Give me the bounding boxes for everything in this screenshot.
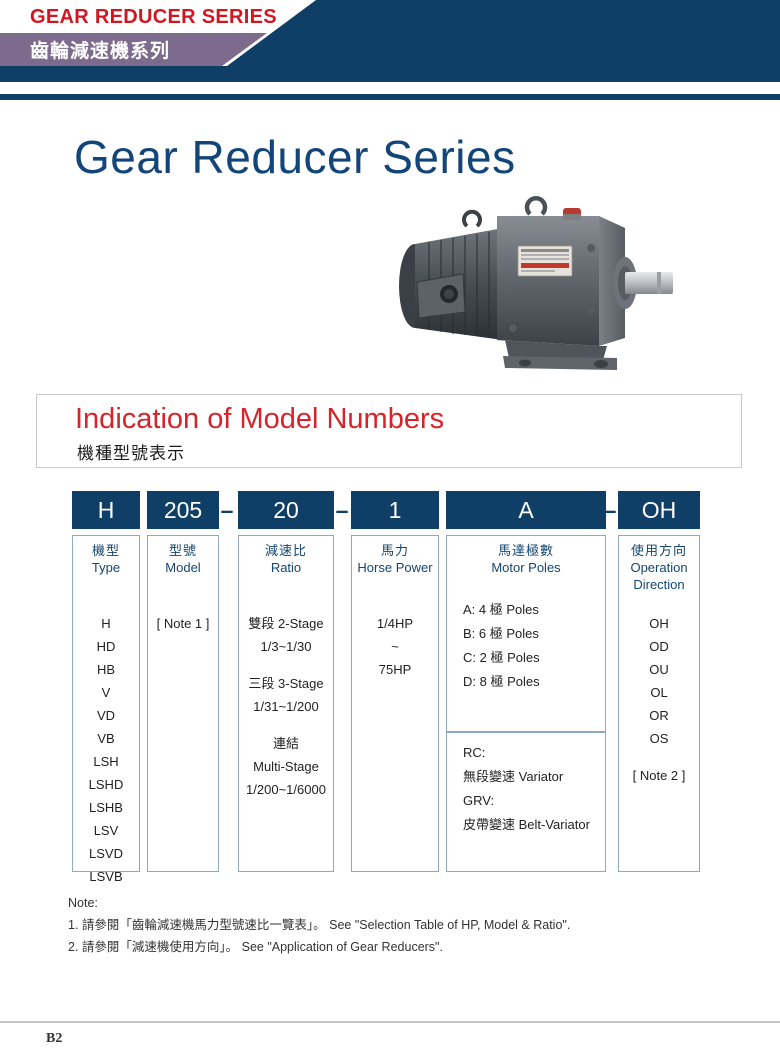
column-header-model-en: Model <box>165 560 201 575</box>
list-item: B: 6 極 Poles <box>463 626 539 641</box>
list-item: Multi-Stage <box>253 759 319 774</box>
list-item: LSVB <box>89 869 123 884</box>
column-header-horse-power-zh: 馬力 <box>380 543 409 558</box>
list-item: 三段 3-Stage <box>248 676 324 691</box>
header-purple-band <box>0 33 267 66</box>
list-item: HD <box>96 639 116 654</box>
column-header-model-zh: 型號 <box>168 543 197 558</box>
note-item-2: 2. 請參閱「減速機使用方向」。 See "Application of Gea… <box>68 940 443 954</box>
column-header-motor-poles-zh: 馬達極數 <box>497 543 554 558</box>
list-item: H <box>101 616 111 631</box>
list-item: OS <box>649 731 669 746</box>
header-bottom-rule <box>0 94 780 100</box>
variator-list: RC: 無段變速 Variator GRV: 皮帶變速 Belt-Variato… <box>447 733 605 837</box>
model-code-dash-2: – <box>335 496 349 523</box>
indication-of-model-numbers-box: Indication of Model Numbers 機種型號表示 <box>36 394 742 468</box>
list-item: OL <box>650 685 668 700</box>
spacer <box>239 658 333 672</box>
column-header-operation-direction-en2: Direction <box>633 577 685 592</box>
list-item: A: 4 極 Poles <box>463 602 539 617</box>
column-header-type-zh: 機型 <box>91 543 120 558</box>
spacer <box>239 718 333 732</box>
notes-section: Note: 1. 請參閱「齒輪減速機馬力型號速比一覽表」。 See "Selec… <box>68 892 728 958</box>
list-item: VD <box>96 708 116 723</box>
column-header-operation-direction-en: Operation <box>630 560 688 575</box>
table-column-model: 型號 Model [ Note 1 ] <box>147 535 219 872</box>
table-column-ratio: 減速比 Ratio 雙段 2-Stage 1/3~1/30 三段 3-Stage… <box>238 535 334 872</box>
list-item: 1/200~1/6000 <box>246 782 326 797</box>
page-header: GEAR REDUCER SERIES 齒輪減速機系列 <box>0 0 780 100</box>
note-reference: [ Note 2 ] <box>632 768 686 783</box>
column-body-ratio: 雙段 2-Stage 1/3~1/30 三段 3-Stage 1/31~1/20… <box>239 576 333 801</box>
note-item-1: 1. 請參閱「齒輪減速機馬力型號速比一覽表」。 See "Selection T… <box>68 918 571 932</box>
column-header-operation-direction: 使用方向 Operation Direction <box>619 536 699 593</box>
motor-poles-list: A: 4 極 Poles B: 6 極 Poles C: 2 極 Poles D… <box>447 576 605 694</box>
column-body-model: [ Note 1 ] <box>148 576 218 635</box>
column-body-operation-direction: OH OD OU OL OR OS [ Note 2 ] <box>619 593 699 787</box>
footer-divider <box>0 1021 780 1023</box>
spacer <box>619 750 699 764</box>
list-item: 1/4HP <box>376 616 414 631</box>
list-item: RC: <box>463 745 486 760</box>
model-code-segment-hp[interactable]: 1 <box>351 491 439 529</box>
column-header-ratio-en: Ratio <box>270 560 302 575</box>
column-header-horse-power-en: Horse Power <box>357 560 433 575</box>
column-header-model: 型號 Model <box>148 536 218 576</box>
list-item: 無段變速 Variator <box>463 769 564 784</box>
gear-reducer-photo <box>385 188 680 373</box>
list-item: OU <box>649 662 669 677</box>
list-item: LSHD <box>88 777 124 792</box>
list-item: C: 2 極 Poles <box>463 650 540 665</box>
list-item: OD <box>649 639 669 654</box>
column-header-type: 機型 Type <box>73 536 139 576</box>
list-item: LSHB <box>89 800 123 815</box>
list-item: 75HP <box>378 662 412 677</box>
list-item: 1/3~1/30 <box>260 639 312 654</box>
page-title: Gear Reducer Series <box>74 131 516 183</box>
table-column-type: 機型 Type H HD HB V VD VB LSH LSHD LSHB LS… <box>72 535 140 884</box>
column-header-operation-direction-zh: 使用方向 <box>630 543 687 558</box>
list-item: ~ <box>391 639 399 654</box>
indication-english-heading: Indication of Model Numbers <box>75 403 445 435</box>
column-body-type: H HD HB V VD VB LSH LSHD LSHB LSV LSVD L… <box>73 576 139 888</box>
column-header-motor-poles-en: Motor Poles <box>491 560 561 575</box>
list-item: 皮帶變速 Belt-Variator <box>463 817 590 832</box>
list-item: D: 8 極 Poles <box>463 674 540 689</box>
header-english-title: GEAR REDUCER SERIES <box>30 6 277 28</box>
model-code-dash-1: – <box>220 496 234 523</box>
column-header-motor-poles: 馬達極數 Motor Poles <box>447 536 605 576</box>
list-item: HB <box>96 662 116 677</box>
table-column-operation-direction: 使用方向 Operation Direction OH OD OU OL OR … <box>618 535 700 872</box>
note-reference: [ Note 1 ] <box>156 616 210 631</box>
list-item: GRV: <box>463 793 495 808</box>
column-body-horse-power: 1/4HP ~ 75HP <box>352 576 438 681</box>
column-header-ratio: 減速比 Ratio <box>239 536 333 576</box>
column-header-type-en: Type <box>91 560 121 575</box>
list-item: LSVD <box>89 846 123 861</box>
model-code-segment-type[interactable]: H <box>72 491 140 529</box>
column-header-ratio-zh: 減速比 <box>264 543 307 558</box>
list-item: 連結 <box>272 736 299 751</box>
indication-chinese-heading: 機種型號表示 <box>77 444 185 463</box>
list-item: OH <box>649 616 669 631</box>
table-column-horse-power: 馬力 Horse Power 1/4HP ~ 75HP <box>351 535 439 872</box>
list-item: 1/31~1/200 <box>253 699 319 714</box>
list-item: OR <box>649 708 669 723</box>
table-column-variators: RC: 無段變速 Variator GRV: 皮帶變速 Belt-Variato… <box>446 732 606 872</box>
model-code-segment-ratio[interactable]: 20 <box>238 491 334 529</box>
notes-label: Note: <box>68 896 98 910</box>
list-item: LSV <box>93 823 119 838</box>
list-item: LSH <box>93 754 119 769</box>
page-number: B2 <box>46 1031 63 1046</box>
list-item: VB <box>97 731 115 746</box>
model-code-dash-3: – <box>603 496 617 523</box>
header-chinese-title: 齒輪減速機系列 <box>30 41 171 62</box>
table-column-motor-poles: 馬達極數 Motor Poles A: 4 極 Poles B: 6 極 Pol… <box>446 535 606 732</box>
column-header-horse-power: 馬力 Horse Power <box>352 536 438 576</box>
model-code-segment-model[interactable]: 205 <box>147 491 219 529</box>
model-code-segment-direction[interactable]: OH <box>618 491 700 529</box>
model-code-segment-poles[interactable]: A <box>446 491 606 529</box>
list-item: V <box>101 685 111 700</box>
list-item: 雙段 2-Stage <box>248 616 324 631</box>
